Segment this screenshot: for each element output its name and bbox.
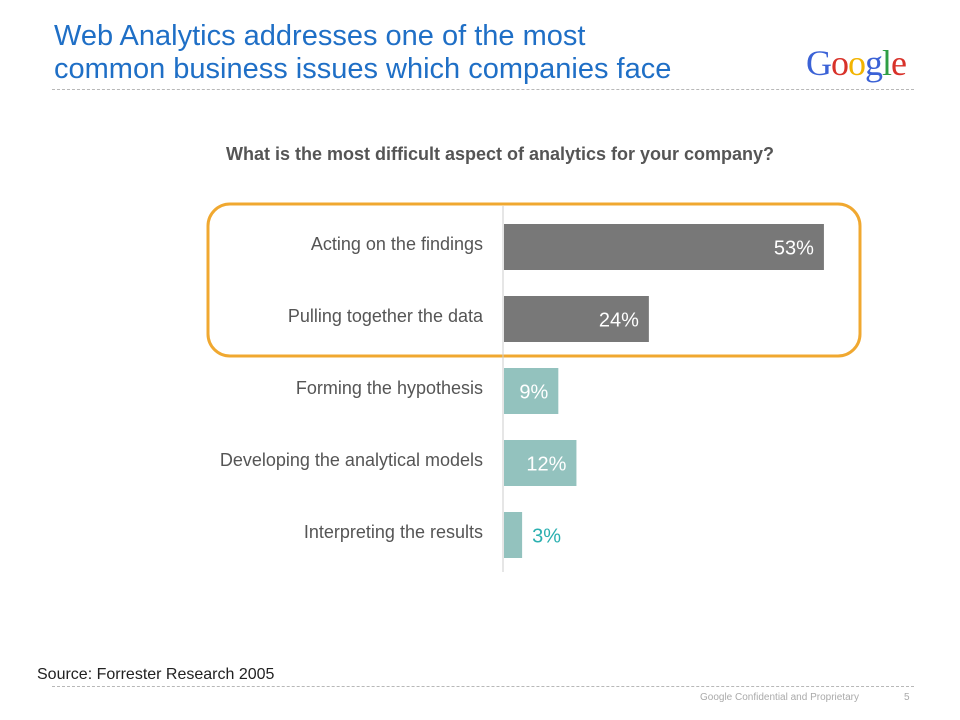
slide-title: Web Analytics addresses one of the most … — [54, 20, 794, 86]
data-label: 24% — [599, 309, 639, 331]
data-label: 53% — [774, 237, 814, 259]
logo-letter: G — [806, 43, 832, 83]
bar — [504, 440, 577, 486]
confidential-note: Google Confidential and Proprietary — [700, 692, 859, 703]
footer-divider — [52, 686, 914, 687]
data-label: 12% — [526, 453, 566, 475]
logo-letter: o — [831, 43, 849, 83]
category-label: Acting on the findings — [311, 234, 483, 254]
chart-title: What is the most difficult aspect of ana… — [225, 144, 775, 164]
page-number: 5 — [904, 692, 910, 703]
logo-letter: g — [865, 43, 883, 83]
bar — [504, 368, 559, 414]
logo-letter: e — [891, 43, 907, 83]
logo-letter: o — [848, 43, 866, 83]
category-label: Developing the analytical models — [220, 450, 483, 470]
bar — [504, 296, 649, 342]
highlight-outline — [206, 202, 862, 358]
bar — [504, 512, 523, 558]
data-label: 3% — [532, 525, 561, 547]
category-label: Forming the hypothesis — [296, 378, 483, 398]
slide-title-line-1: Web Analytics addresses one of the most — [54, 20, 586, 52]
data-label: 9% — [519, 381, 548, 403]
logo-letter: l — [882, 43, 892, 83]
source-note: Source: Forrester Research 2005 — [37, 666, 275, 683]
google-logo: Google — [806, 40, 916, 86]
slide-title-line-2: common business issues which companies f… — [54, 53, 672, 85]
category-label: Pulling together the data — [288, 306, 484, 326]
title-divider — [52, 89, 914, 90]
bar — [504, 224, 824, 270]
category-label: Interpreting the results — [304, 522, 483, 542]
